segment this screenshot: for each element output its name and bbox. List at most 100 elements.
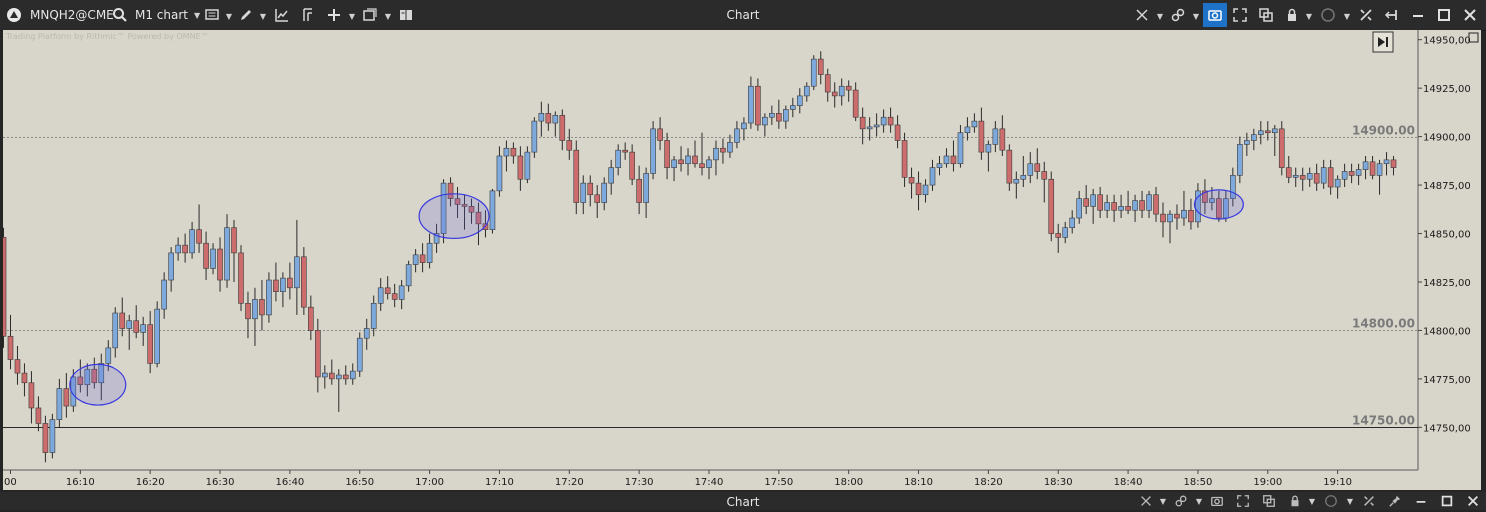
- close-icon[interactable]: [1462, 7, 1478, 23]
- minimize-icon[interactable]: [1410, 7, 1426, 23]
- candle: [266, 272, 272, 323]
- candle: [182, 233, 188, 263]
- pin-icon[interactable]: [1388, 494, 1402, 508]
- candle: [531, 117, 538, 158]
- candle: [98, 353, 105, 401]
- price-tick-label: 14775,00: [1423, 375, 1471, 386]
- title-bar: MNQH2@CME M1 chart ▼ ▼ ▼ ▼ ▼ Chart ▼ ▼: [0, 0, 1486, 31]
- candle: [42, 415, 49, 463]
- symbol-selector[interactable]: MNQH2@CME: [30, 0, 114, 30]
- candle: [503, 140, 510, 172]
- expand-icon[interactable]: [1236, 494, 1250, 508]
- candle: [852, 82, 859, 122]
- candle: [1153, 187, 1159, 222]
- price-tick-label: 14900,00: [1423, 133, 1471, 144]
- chevron-down-icon[interactable]: ▼: [1305, 12, 1313, 21]
- candle: [1020, 155, 1027, 188]
- chevron-down-icon[interactable]: ▼: [1308, 497, 1316, 506]
- chart-type-dropdown[interactable]: M1 chart ▼: [135, 0, 200, 30]
- chevron-down-icon[interactable]: ▼: [1159, 497, 1167, 506]
- candle: [559, 109, 566, 151]
- candle: [601, 177, 608, 211]
- chart-area[interactable]: Trading Platform by Rithmic™ Powered by …: [0, 30, 1481, 490]
- candle: [699, 132, 705, 176]
- chevron-down-icon[interactable]: ▼: [1192, 12, 1200, 21]
- candle: [1292, 167, 1299, 188]
- clone-icon[interactable]: [1258, 7, 1274, 23]
- maximize-icon[interactable]: [1440, 494, 1454, 508]
- search-icon[interactable]: [112, 7, 128, 23]
- candle: [342, 365, 349, 385]
- pencil-icon[interactable]: [238, 7, 254, 23]
- chevron-down-icon[interactable]: ▼: [1195, 497, 1203, 506]
- price-tick-label: 14850,00: [1423, 230, 1471, 241]
- maximize-icon[interactable]: [1436, 7, 1452, 23]
- pin-icon[interactable]: [1384, 7, 1400, 23]
- candle: [1006, 144, 1013, 191]
- expand-icon[interactable]: [1232, 7, 1248, 23]
- close-icon[interactable]: [1466, 494, 1480, 508]
- candle: [133, 305, 140, 339]
- candle: [391, 283, 398, 308]
- app-logo-icon[interactable]: [6, 7, 22, 23]
- time-tick-label: 18:00: [834, 477, 863, 488]
- minimize-icon[interactable]: [1414, 494, 1428, 508]
- settings-icon[interactable]: [1362, 494, 1376, 508]
- candle: [580, 175, 587, 215]
- candle: [84, 363, 91, 397]
- camera-icon[interactable]: [1210, 494, 1224, 508]
- cursor-icon[interactable]: [1139, 494, 1153, 508]
- candle: [1013, 171, 1020, 199]
- candle: [762, 113, 768, 137]
- candle: [0, 227, 7, 348]
- candle: [1244, 132, 1250, 156]
- candle: [978, 107, 985, 160]
- link-icon[interactable]: [1174, 494, 1188, 508]
- chevron-down-icon[interactable]: ▼: [225, 12, 233, 21]
- candle: [517, 146, 524, 191]
- lock-icon[interactable]: [1288, 494, 1302, 508]
- candle: [803, 82, 810, 102]
- candle: [545, 103, 552, 131]
- chevron-down-icon[interactable]: ▼: [348, 12, 356, 21]
- settings-icon[interactable]: [1358, 7, 1374, 23]
- candle: [1160, 202, 1166, 238]
- lock-icon[interactable]: [1284, 7, 1300, 23]
- chevron-down-icon[interactable]: ▼: [1156, 12, 1164, 21]
- link-icon[interactable]: [1170, 7, 1186, 23]
- plus-icon[interactable]: [326, 7, 342, 23]
- indicator-icon[interactable]: [274, 7, 290, 23]
- candle: [217, 237, 223, 292]
- chevron-down-icon[interactable]: ▼: [1346, 497, 1354, 506]
- cursor-icon[interactable]: [1134, 7, 1150, 23]
- price-tick-label: 14925,00: [1423, 84, 1471, 95]
- candle: [880, 109, 887, 133]
- candle: [783, 105, 789, 129]
- candle: [873, 113, 880, 137]
- circle-icon[interactable]: [1320, 7, 1336, 23]
- candle: [49, 413, 56, 459]
- chevron-down-icon[interactable]: ▼: [384, 12, 392, 21]
- corner-checkbox[interactable]: [1468, 32, 1479, 43]
- chart-type-label: M1 chart: [135, 8, 188, 22]
- time-tick-label: 17:40: [695, 477, 724, 488]
- candle: [678, 146, 684, 172]
- candle: [119, 297, 126, 337]
- layout-icon[interactable]: [362, 7, 378, 23]
- candle: [496, 146, 503, 197]
- chevron-down-icon[interactable]: ▼: [259, 12, 267, 21]
- comment-icon[interactable]: [204, 7, 220, 23]
- circle-icon[interactable]: [1324, 494, 1338, 508]
- candlestick-chart[interactable]: Trading Platform by Rithmic™ Powered by …: [0, 30, 1481, 490]
- highlight-circle: [418, 193, 490, 239]
- price-tick-label: 14875,00: [1423, 181, 1471, 192]
- scroll-to-end-button[interactable]: [1372, 31, 1394, 53]
- book-icon[interactable]: [398, 7, 414, 23]
- candle: [335, 369, 342, 412]
- candle: [259, 280, 265, 331]
- chevron-down-icon[interactable]: ▼: [1343, 12, 1351, 21]
- camera-icon[interactable]: [1203, 3, 1227, 27]
- candle: [636, 165, 642, 215]
- clone-icon[interactable]: [1262, 494, 1276, 508]
- crosshair-tool-icon[interactable]: [300, 7, 316, 23]
